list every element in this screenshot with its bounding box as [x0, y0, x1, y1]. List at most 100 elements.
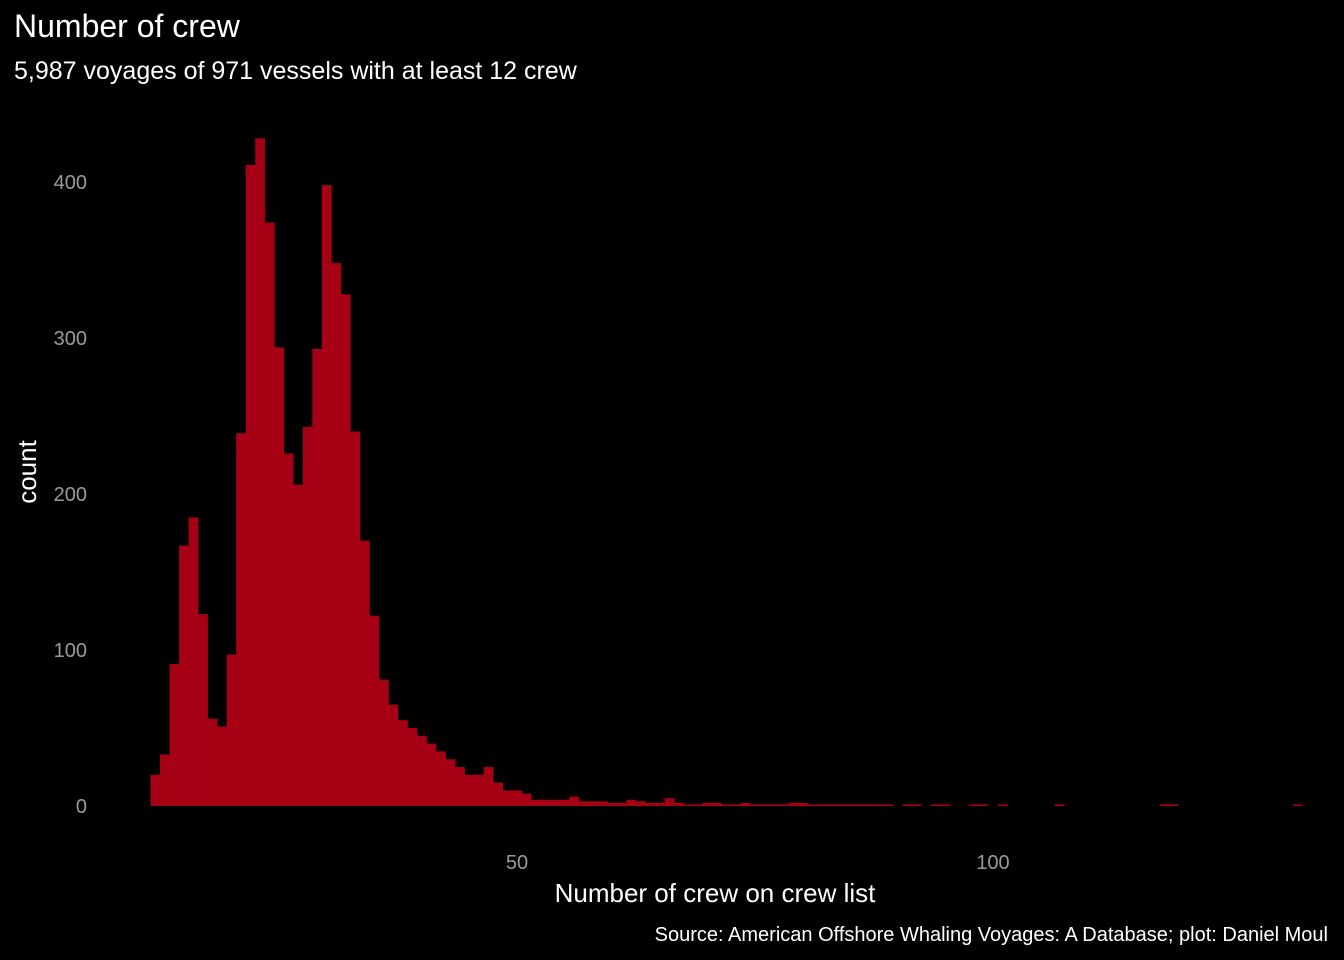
- histogram-bar: [769, 804, 780, 806]
- histogram-bar: [607, 802, 618, 806]
- histogram-bar: [198, 614, 208, 806]
- histogram-bar: [693, 804, 703, 806]
- histogram-bar: [445, 759, 456, 806]
- histogram-bar: [931, 804, 941, 806]
- histogram-bar: [169, 664, 180, 806]
- histogram-bar: [188, 517, 199, 806]
- histogram-bar: [559, 799, 570, 806]
- histogram-bar: [997, 804, 1008, 806]
- histogram-bar: [502, 790, 513, 806]
- histogram-bar: [179, 545, 189, 806]
- histogram-bar: [150, 774, 161, 806]
- histogram-bar: [788, 802, 799, 806]
- histogram-bar: [550, 799, 561, 806]
- histogram-bar: [378, 679, 389, 806]
- histogram-bar: [731, 804, 742, 806]
- histogram-bar: [826, 804, 837, 806]
- histogram-bar: [845, 804, 856, 806]
- histogram-bar: [359, 540, 370, 806]
- histogram-bar: [883, 804, 894, 806]
- histogram-bar: [940, 804, 951, 806]
- histogram-bar: [674, 802, 684, 806]
- histogram-bar: [816, 804, 827, 806]
- histogram-bars: [150, 138, 1303, 807]
- y-tick-label: 400: [54, 172, 87, 194]
- histogram-bar: [512, 790, 523, 806]
- y-tick-label: 200: [54, 484, 87, 506]
- histogram-bar: [302, 426, 313, 806]
- histogram-bar: [226, 654, 237, 806]
- histogram-bar: [407, 728, 418, 806]
- histogram-bar: [388, 704, 399, 806]
- histogram-bar: [340, 294, 351, 806]
- histogram-bar: [902, 804, 913, 806]
- y-axis-ticks: 0 100 200 300 400: [54, 172, 87, 818]
- histogram-bar: [969, 804, 980, 806]
- histogram-bar: [1292, 804, 1303, 806]
- histogram-bar: [264, 222, 275, 806]
- histogram-bar: [712, 802, 722, 806]
- histogram-bar: [245, 164, 256, 807]
- x-tick-label: 100: [976, 852, 1009, 874]
- histogram-bar: [474, 774, 484, 806]
- y-tick-label: 0: [76, 796, 87, 818]
- histogram-bar: [521, 793, 532, 806]
- histogram-bar: [578, 801, 589, 806]
- histogram-bar: [417, 735, 427, 806]
- histogram-bar: [1159, 804, 1170, 806]
- histogram-bar: [664, 798, 675, 806]
- histogram-bar: [702, 802, 713, 806]
- histogram-bar: [778, 804, 789, 806]
- histogram-bar: [464, 774, 475, 806]
- y-tick-label: 300: [54, 328, 87, 350]
- histogram-bar: [426, 743, 437, 806]
- histogram-bar: [912, 804, 922, 806]
- histogram-bar: [854, 804, 865, 806]
- histogram-bar: [978, 804, 989, 806]
- histogram-bar: [759, 804, 770, 806]
- histogram-bar: [274, 347, 285, 806]
- histogram-bar: [597, 801, 608, 806]
- histogram-bar: [588, 801, 599, 806]
- x-axis-title: Number of crew on crew list: [555, 878, 877, 908]
- chart-title: Number of crew: [14, 8, 240, 44]
- histogram-bar: [321, 185, 332, 806]
- histogram-bar: [540, 799, 551, 806]
- histogram-bar: [864, 804, 875, 806]
- x-axis-ticks: 50 100: [506, 852, 1010, 874]
- histogram-bar: [398, 720, 408, 806]
- histogram-bar: [531, 799, 542, 806]
- histogram-bar: [436, 751, 446, 806]
- histogram-bar: [1169, 804, 1179, 806]
- histogram-bar: [331, 263, 342, 806]
- histogram-bar: [569, 796, 580, 806]
- histogram-bar: [217, 726, 227, 806]
- chart-caption: Source: American Offshore Whaling Voyage…: [655, 924, 1328, 946]
- histogram-bar: [807, 804, 818, 806]
- histogram-bar: [655, 802, 665, 806]
- histogram-bar: [616, 802, 627, 806]
- histogram-bar: [636, 801, 646, 806]
- histogram-bar: [683, 804, 694, 806]
- histogram-bar: [207, 718, 218, 806]
- histogram-bar: [626, 799, 637, 806]
- histogram-bar: [483, 767, 494, 806]
- x-tick-label: 50: [506, 852, 528, 874]
- histogram-bar: [645, 802, 656, 806]
- histogram-bar: [874, 804, 884, 806]
- histogram-bar: [350, 431, 361, 806]
- histogram-bar: [255, 138, 266, 806]
- histogram-bar: [493, 782, 504, 806]
- histogram-bar: [750, 804, 761, 806]
- histogram-bar: [740, 802, 751, 806]
- y-axis-title: count: [12, 439, 42, 503]
- histogram-bar: [293, 484, 304, 806]
- histogram-bar: [160, 754, 170, 806]
- histogram-bar: [1054, 804, 1065, 806]
- histogram-bar: [455, 767, 465, 806]
- histogram-bar: [721, 804, 732, 806]
- histogram-bar: [236, 433, 246, 806]
- y-tick-label: 100: [54, 640, 87, 662]
- histogram-bar: [797, 802, 808, 806]
